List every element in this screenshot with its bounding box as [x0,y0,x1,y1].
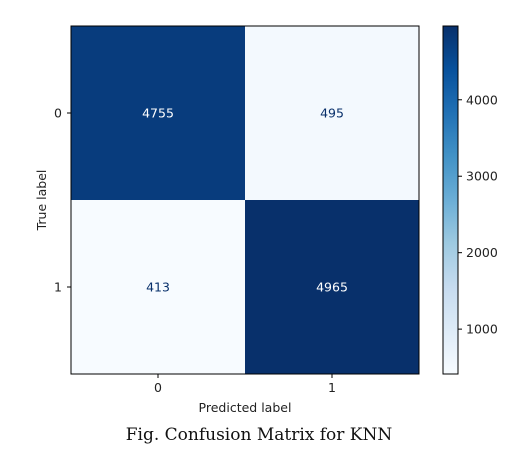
confusion-matrix-chart: 4755 495 413 4965 0 1 0 1 Predicted label Tru… [34,25,498,415]
colorbar-tick-label: 4000 [466,92,498,107]
y-tick-label: 1 [54,280,62,295]
heatmap-cell [71,200,245,374]
colorbar-tick-label: 3000 [466,169,498,184]
heatmap-cell [245,200,419,374]
heatmap-cell [245,26,419,200]
colorbar-tick-label: 2000 [466,245,498,260]
cell-value-label: 4755 [142,106,174,121]
cell-value-label: 413 [146,280,170,295]
x-tick-label: 0 [154,380,162,395]
x-tick-label: 1 [328,380,336,395]
y-axis-label: True label [34,170,49,232]
colorbar-tick-label: 1000 [466,322,498,337]
y-tick-label: 0 [54,106,62,121]
colorbar [442,25,459,375]
x-axis-label: Predicted label [199,400,292,415]
plot-frame [70,25,420,375]
figure-caption: Fig. Confusion Matrix for KNN [125,425,393,445]
heatmap-cell [71,26,245,200]
cell-value-label: 495 [320,106,344,121]
cell-value-label: 4965 [316,280,348,295]
